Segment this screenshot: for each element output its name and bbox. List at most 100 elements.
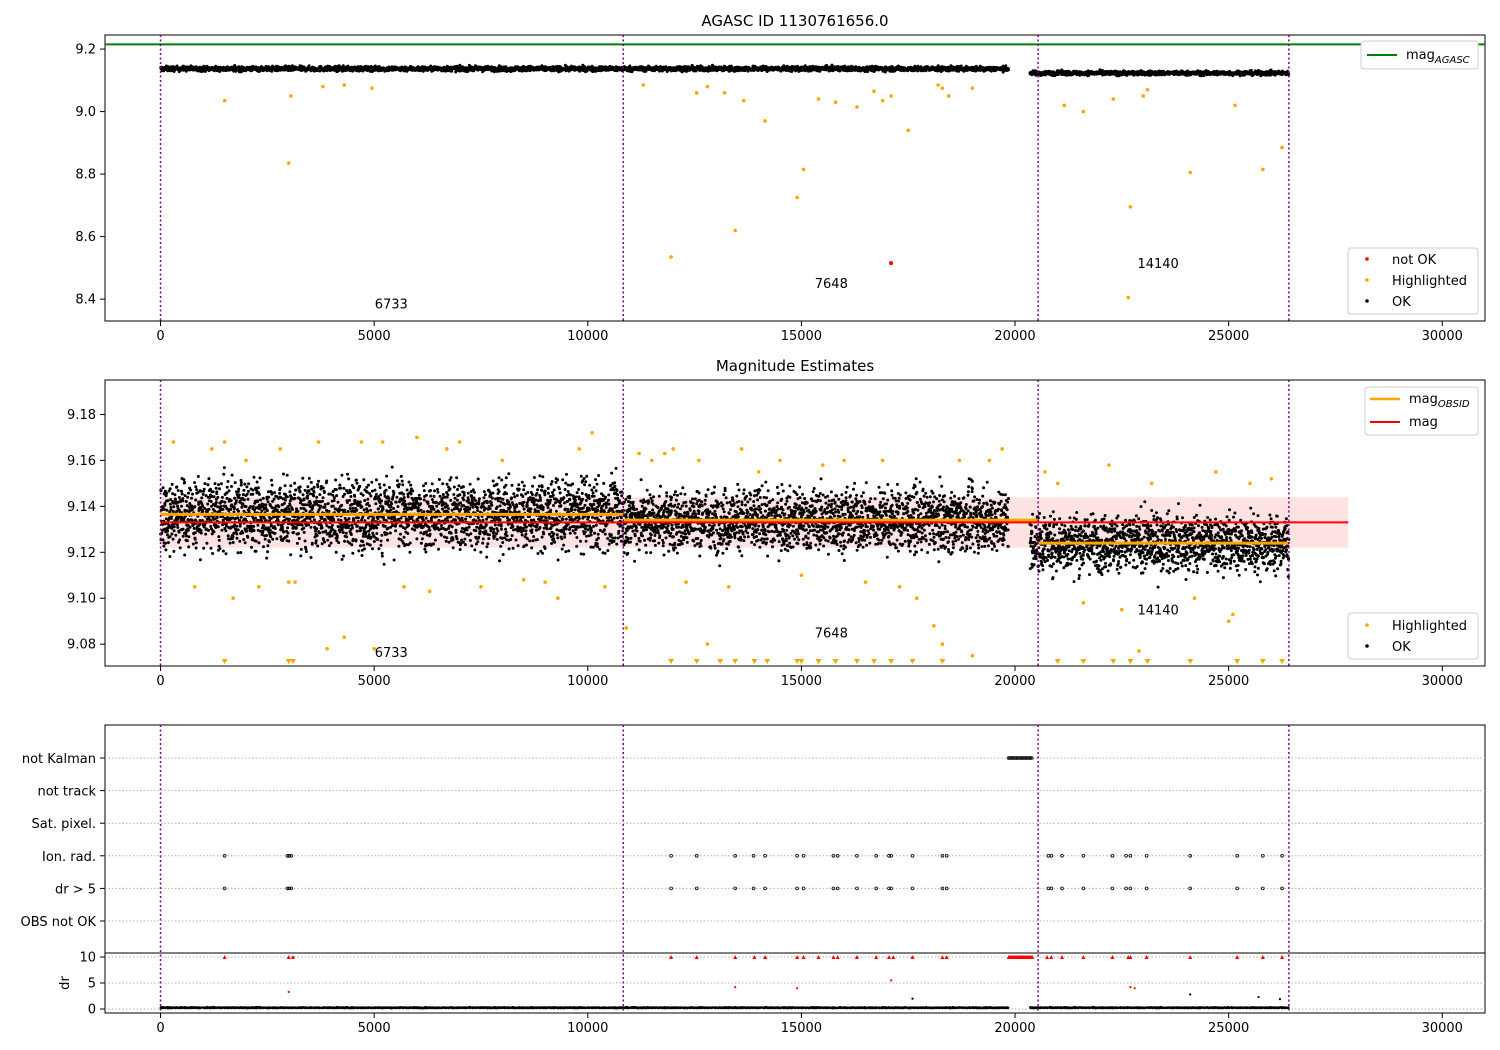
ok-point	[225, 496, 229, 500]
ok-point	[250, 545, 253, 549]
legend-label: Highlighted	[1392, 274, 1467, 289]
ok-point	[1007, 68, 1010, 72]
highlighted-point	[906, 128, 911, 133]
ok-point	[183, 494, 187, 498]
highlighted-point	[880, 98, 885, 103]
ok-point	[218, 487, 221, 491]
highlighted-point	[722, 91, 727, 95]
ok-point	[214, 486, 218, 490]
ok-point	[189, 488, 193, 492]
ok-point	[233, 481, 237, 485]
panel-title: AGASC ID 1130761656.0	[701, 12, 888, 30]
ok-point	[194, 546, 198, 550]
ok-point	[229, 507, 233, 511]
highlighted-point	[1145, 87, 1150, 92]
ok-point	[200, 496, 204, 500]
highlighted-point	[1280, 145, 1284, 150]
ok-point	[182, 478, 186, 482]
ok-point	[218, 547, 222, 551]
ok-point	[241, 531, 245, 535]
ok-point	[247, 482, 251, 486]
ok-point	[242, 498, 246, 502]
y-tick-label: 8.8	[75, 168, 96, 183]
ok-point	[214, 501, 218, 504]
ok-point	[187, 491, 190, 495]
ok-point	[166, 499, 170, 503]
ok-point	[256, 523, 260, 527]
highlighted-point	[1111, 97, 1116, 101]
ok-point	[191, 492, 194, 496]
ok-point	[256, 499, 260, 503]
ok-point	[168, 535, 172, 539]
legend-label: not OK	[1392, 253, 1437, 268]
plot-frame	[104, 34, 1486, 322]
ok-point	[220, 495, 224, 499]
ok-point	[215, 490, 219, 494]
ok-point	[234, 499, 238, 503]
ok-point	[162, 507, 166, 511]
ok-point	[168, 502, 172, 506]
ok-point	[175, 485, 179, 489]
ok-point	[194, 485, 198, 489]
y-tick-label: 9.0	[75, 105, 96, 120]
x-tick-label: 5000	[358, 329, 391, 344]
ok-point	[228, 541, 232, 545]
ok-point	[175, 523, 179, 527]
ok-point	[256, 486, 260, 490]
legend-mag-agasc: magAGASC	[1360, 40, 1479, 70]
ok-point	[233, 496, 237, 500]
highlighted-point	[947, 94, 951, 98]
ok-point	[255, 480, 259, 484]
ok-point	[199, 531, 203, 535]
highlighted-point	[936, 83, 940, 87]
ok-point	[239, 515, 243, 519]
ok-point	[246, 497, 250, 501]
ok-point	[221, 508, 225, 511]
highlighted-point	[733, 228, 737, 233]
ok-point	[178, 538, 182, 542]
y-tick-label: 8.4	[75, 293, 96, 308]
ok-point	[180, 492, 184, 496]
ok-point	[201, 492, 205, 496]
ok-point	[165, 533, 169, 537]
ok-point	[168, 487, 172, 491]
ok-point	[175, 64, 179, 68]
ok-point	[251, 488, 255, 492]
ok-point	[187, 545, 191, 549]
ok-point	[172, 505, 176, 509]
ok-point	[187, 535, 191, 539]
ok-point	[237, 493, 241, 497]
ok-point	[193, 531, 197, 535]
ok-point	[240, 505, 244, 509]
ok-point	[235, 532, 239, 536]
x-tick-label: 15000	[781, 329, 822, 344]
ok-point	[170, 532, 174, 536]
ok-point	[176, 489, 180, 492]
ok-point	[270, 64, 274, 68]
ok-point	[239, 483, 243, 487]
ok-point	[226, 534, 230, 538]
ok-point	[224, 552, 228, 556]
ok-point	[217, 483, 220, 487]
ok-point	[171, 537, 175, 541]
ok-point	[249, 505, 253, 509]
ok-point	[231, 535, 235, 538]
highlighted-point	[763, 119, 767, 123]
ok-point	[209, 500, 213, 503]
ok-point	[192, 526, 196, 530]
ok-point	[193, 505, 197, 509]
ok-point	[161, 538, 165, 542]
ok-point	[186, 528, 190, 532]
ok-point	[169, 505, 173, 509]
ok-point	[201, 510, 205, 513]
ok-point	[252, 524, 256, 528]
ok-point	[184, 500, 188, 503]
ok-point	[171, 510, 175, 513]
ok-point	[245, 529, 249, 533]
ok-point	[205, 541, 209, 545]
ok-point	[190, 496, 193, 500]
obsid-label: 6733	[375, 297, 408, 312]
